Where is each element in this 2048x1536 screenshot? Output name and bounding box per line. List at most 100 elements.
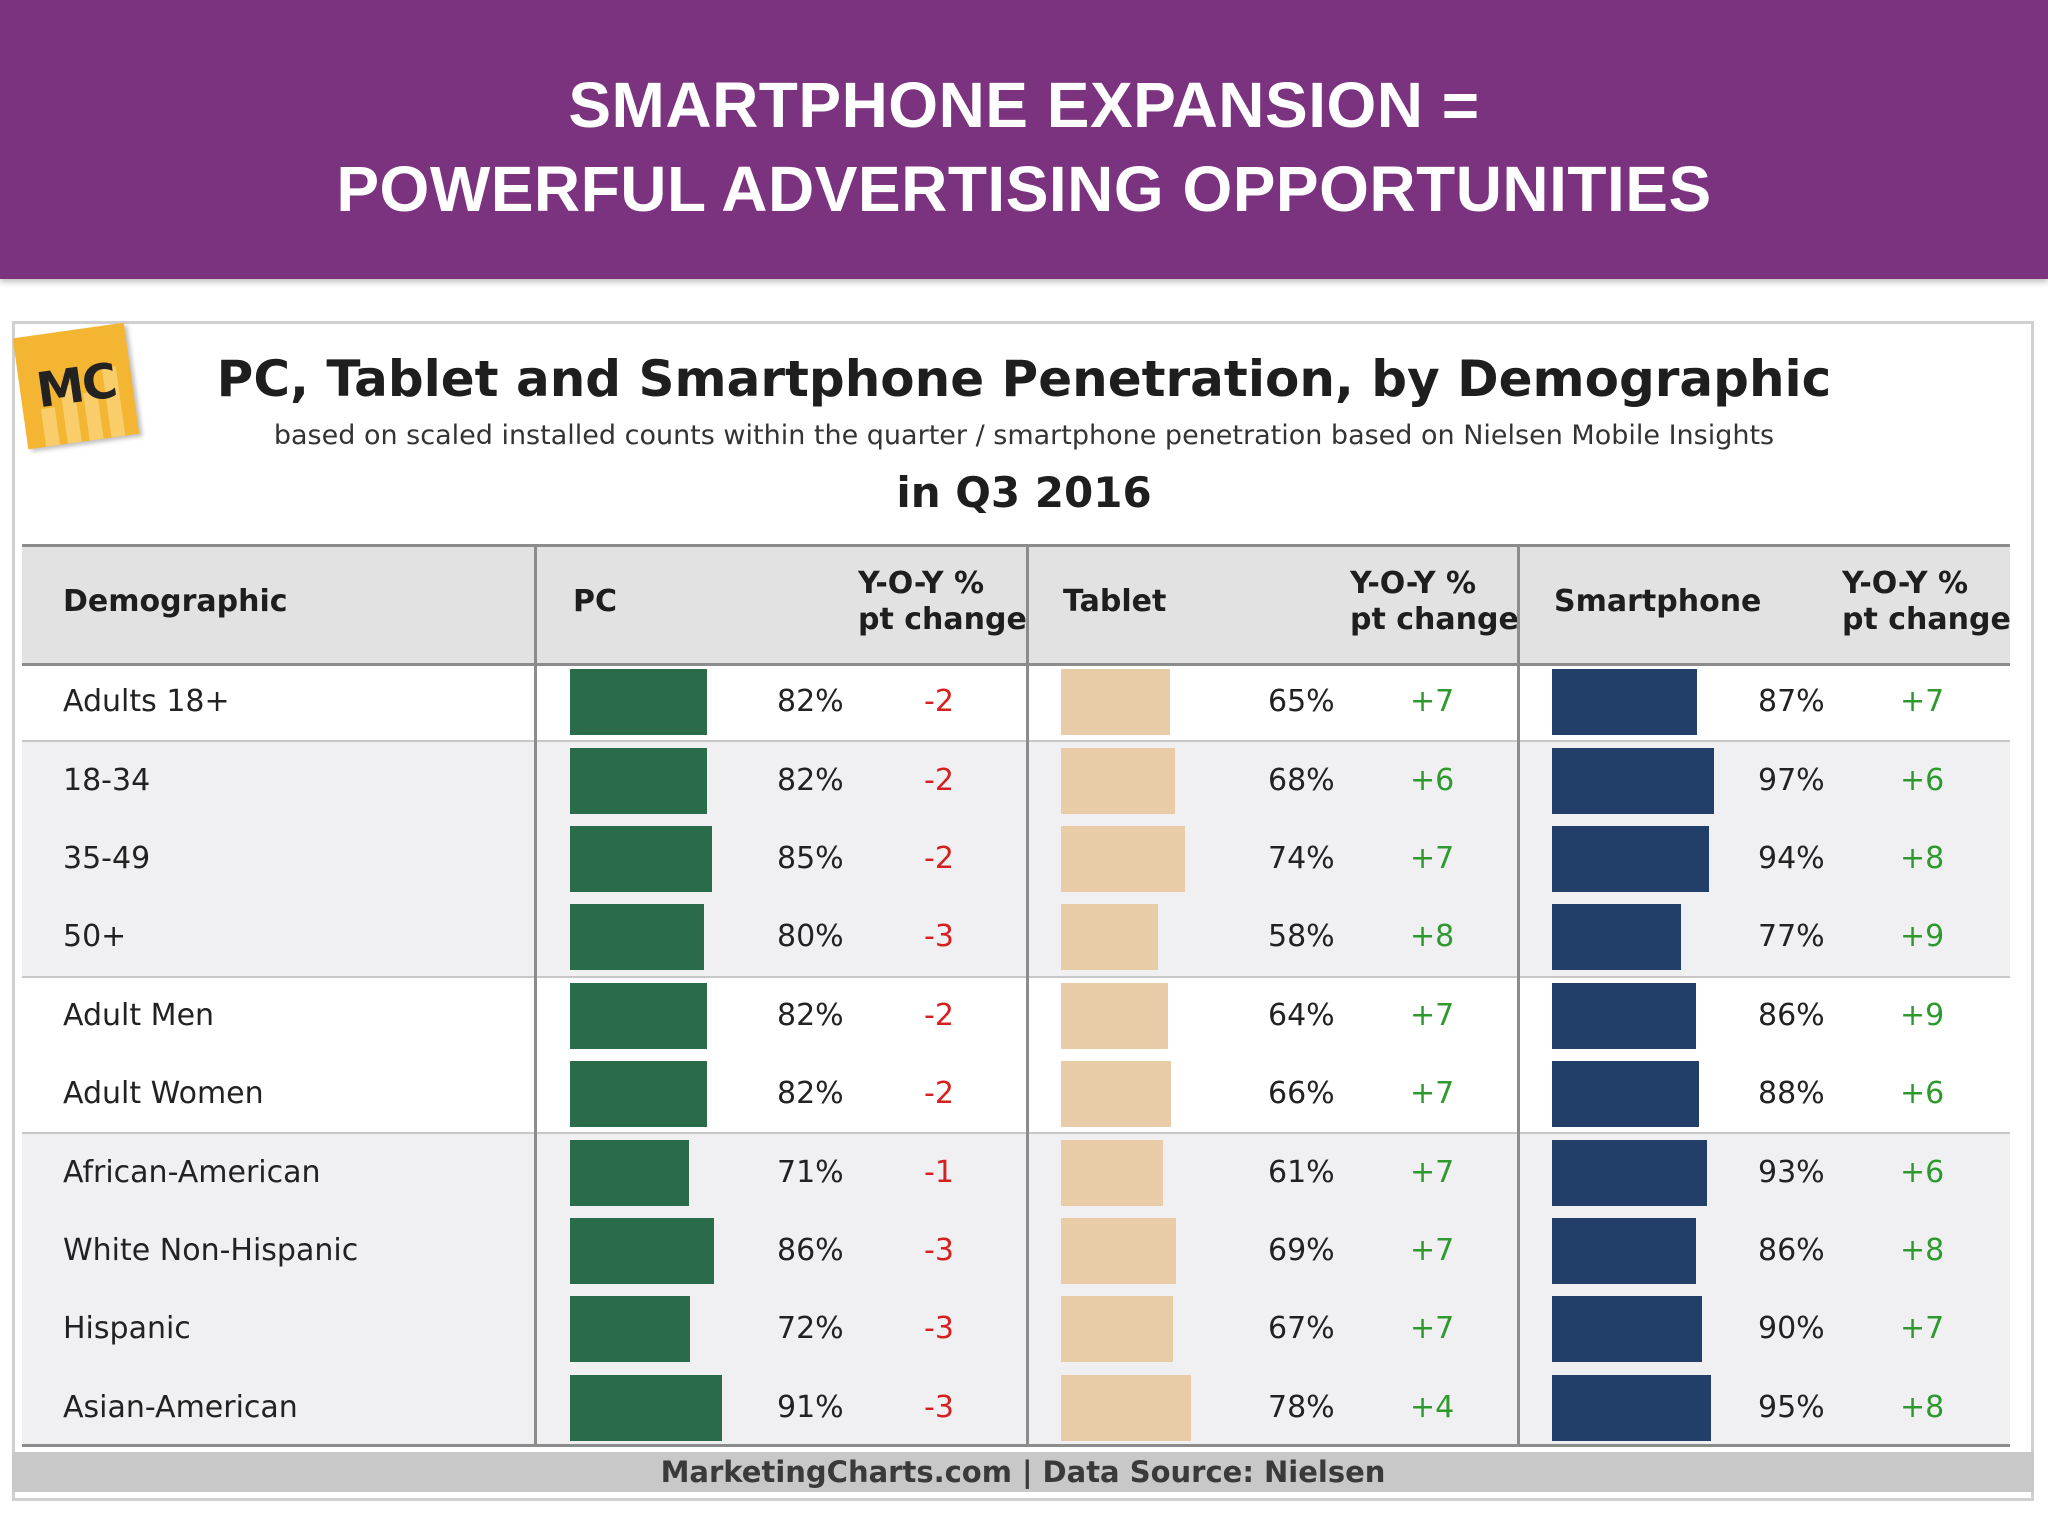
- pc-value: 71%: [777, 1154, 844, 1190]
- smartphone-value: 95%: [1758, 1389, 1825, 1425]
- chart-subtitle: based on scaled installed counts within …: [273, 420, 1775, 451]
- smartphone-bar: [1552, 826, 1709, 892]
- tablet-yoy-change: +7: [1410, 1311, 1455, 1347]
- smartphone-value: 97%: [1758, 762, 1825, 798]
- tablet-value: 58%: [1268, 919, 1335, 955]
- column-divider-pc: [534, 544, 537, 1446]
- pc-bar: [570, 747, 707, 814]
- pc-bar: [570, 826, 712, 892]
- header-pc-yoy-line-2: pt change: [858, 602, 1027, 637]
- pc-bar: [570, 1139, 689, 1206]
- tablet-bar: [1061, 904, 1158, 971]
- smartphone-bar: [1552, 747, 1714, 814]
- title-banner: SMARTPHONE EXPANSION = POWERFUL ADVERTIS…: [0, 0, 2048, 279]
- tablet-bar: [1061, 826, 1185, 892]
- smartphone-bar: [1552, 1374, 1711, 1441]
- pc-value: 82%: [777, 1076, 844, 1112]
- header-pc: PC: [573, 584, 618, 619]
- smartphone-yoy-change: +6: [1900, 762, 1945, 798]
- tablet-bar: [1061, 982, 1168, 1049]
- tablet-yoy-change: +8: [1410, 919, 1455, 955]
- tablet-bar: [1061, 1139, 1163, 1206]
- smartphone-value: 94%: [1758, 841, 1825, 876]
- tablet-value: 66%: [1268, 1076, 1335, 1112]
- row-label: Adult Women: [63, 1076, 264, 1112]
- header-pc-yoy-line-1: Y-O-Y %: [858, 566, 985, 601]
- pc-value: 72%: [777, 1311, 844, 1347]
- header-tablet-yoy-line-1: Y-O-Y %: [1350, 566, 1477, 601]
- smartphone-yoy-change: +7: [1900, 1311, 1945, 1347]
- row-group-separator: [22, 1132, 2010, 1135]
- pc-bar: [570, 904, 704, 971]
- tablet-yoy-change: +7: [1410, 997, 1455, 1033]
- smartphone-value: 90%: [1758, 1311, 1825, 1347]
- footer-data-source: Data Source: Nielsen: [1042, 1455, 1386, 1489]
- smartphone-bar: [1552, 1218, 1696, 1284]
- smartphone-value: 86%: [1758, 1233, 1825, 1268]
- header-smartphone-yoy-line-2: pt change: [1842, 602, 2011, 637]
- tablet-value: 68%: [1268, 762, 1335, 798]
- row-label: Adult Men: [63, 997, 215, 1033]
- tablet-bar: [1061, 669, 1170, 736]
- tablet-bar: [1061, 1296, 1173, 1363]
- chart-period: in Q3 2016: [896, 468, 1152, 517]
- pc-yoy-change: -2: [924, 684, 954, 720]
- smartphone-yoy-change: +8: [1900, 841, 1945, 876]
- tablet-yoy-change: +7: [1410, 1233, 1455, 1268]
- chart-title: PC, Tablet and Smartphone Penetration, b…: [216, 350, 1832, 408]
- header-smartphone-yoy: Y-O-Y % pt change: [1842, 566, 2011, 638]
- tablet-value: 74%: [1268, 841, 1335, 876]
- pc-value: 82%: [777, 684, 844, 720]
- pc-bar: [570, 982, 707, 1049]
- tablet-yoy-change: +4: [1410, 1389, 1455, 1425]
- row-label: 35-49: [63, 841, 151, 876]
- pc-yoy-change: -2: [924, 762, 954, 798]
- pc-value: 80%: [777, 919, 844, 955]
- smartphone-bar: [1552, 1139, 1708, 1206]
- tablet-value: 61%: [1268, 1154, 1335, 1190]
- smartphone-bar: [1552, 904, 1681, 971]
- pc-value: 85%: [777, 841, 844, 876]
- smartphone-yoy-change: +6: [1900, 1154, 1945, 1190]
- pc-bar: [570, 1374, 722, 1441]
- tablet-bar: [1061, 1374, 1192, 1441]
- header-smartphone-yoy-line-1: Y-O-Y %: [1842, 566, 1969, 601]
- header-tablet-yoy-line-2: pt change: [1350, 602, 1519, 637]
- pc-yoy-change: -3: [924, 1389, 954, 1425]
- footer-separator: |: [1021, 1455, 1033, 1489]
- tablet-bar: [1061, 1218, 1177, 1284]
- smartphone-yoy-change: +8: [1900, 1389, 1945, 1425]
- tablet-value: 69%: [1268, 1233, 1335, 1268]
- smartphone-yoy-change: +9: [1900, 997, 1945, 1033]
- pc-yoy-change: -3: [924, 919, 954, 955]
- banner-title-line-2: POWERFUL ADVERTISING OPPORTUNITIES: [336, 153, 1712, 225]
- row-group-separator: [22, 975, 2010, 978]
- header-tablet: Tablet: [1063, 584, 1167, 619]
- table-bottom-rule: [22, 1444, 2010, 1447]
- tablet-value: 65%: [1268, 684, 1335, 720]
- pc-bar: [570, 1296, 691, 1363]
- smartphone-yoy-change: +9: [1900, 919, 1945, 955]
- smartphone-value: 88%: [1758, 1076, 1825, 1112]
- row-group-separator: [22, 740, 2010, 743]
- header-pc-yoy: Y-O-Y % pt change: [858, 566, 1027, 638]
- pc-yoy-change: -2: [924, 1076, 954, 1112]
- row-label: Hispanic: [63, 1311, 191, 1347]
- tablet-bar: [1061, 747, 1175, 814]
- row-label: 50+: [63, 919, 127, 955]
- footer-site: MarketingCharts.com: [660, 1455, 1012, 1489]
- tablet-yoy-change: +7: [1410, 1154, 1455, 1190]
- pc-yoy-change: -3: [924, 1233, 954, 1268]
- tablet-yoy-change: +7: [1410, 841, 1455, 876]
- table-header: [22, 544, 2010, 666]
- header-demographic: Demographic: [63, 584, 288, 619]
- pc-yoy-change: -3: [924, 1311, 954, 1347]
- banner-title-line-1: SMARTPHONE EXPANSION =: [568, 69, 1480, 141]
- header-smartphone: Smartphone: [1554, 584, 1762, 619]
- smartphone-value: 87%: [1758, 684, 1825, 720]
- row-label: White Non-Hispanic: [63, 1233, 359, 1268]
- tablet-yoy-change: +7: [1410, 1076, 1455, 1112]
- smartphone-value: 86%: [1758, 997, 1825, 1033]
- smartphone-value: 77%: [1758, 919, 1825, 955]
- smartphone-yoy-change: +6: [1900, 1076, 1945, 1112]
